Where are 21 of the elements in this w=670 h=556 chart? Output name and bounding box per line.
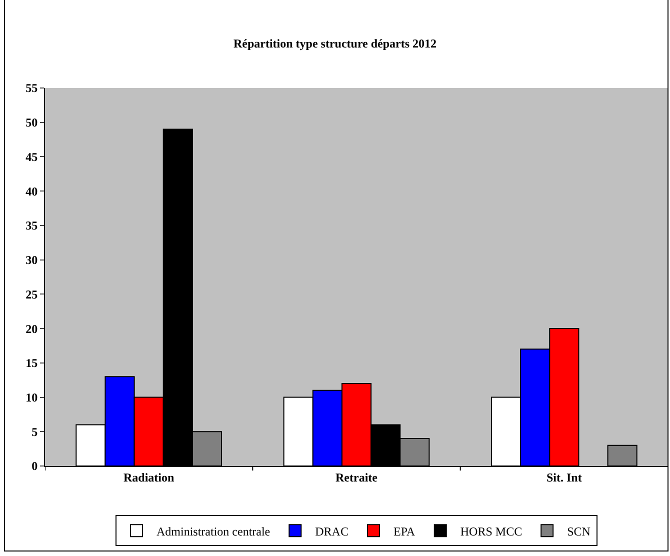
y-tick-label: 20 [26,322,38,336]
x-tick-label: Radiation [123,470,174,484]
y-tick-label: 5 [32,424,38,439]
y-tick-label: 55 [26,81,38,96]
x-tick-label: Retraite [336,470,378,484]
y-tick-label: 45 [26,150,38,164]
y-tick-label: 10 [26,390,38,404]
y-tick-label: 15 [26,356,38,370]
y-tick-label: 30 [26,253,38,268]
legend-label: Administration centrale [156,524,270,538]
y-tick-label: 50 [26,116,38,130]
x-tick-label: Sit. Int [546,470,582,484]
y-tick-label: 40 [26,184,38,198]
legend-label: DRAC [315,524,348,538]
y-tick-label: 35 [26,218,38,233]
legend-label: SCN [567,524,591,538]
chart-title: Répartition type structure départs 2012 [233,36,437,50]
y-tick-label: 25 [26,287,38,302]
legend-label: EPA [393,524,416,538]
legend-label: HORS MCC [460,524,522,538]
y-tick-label: 0 [32,459,38,474]
